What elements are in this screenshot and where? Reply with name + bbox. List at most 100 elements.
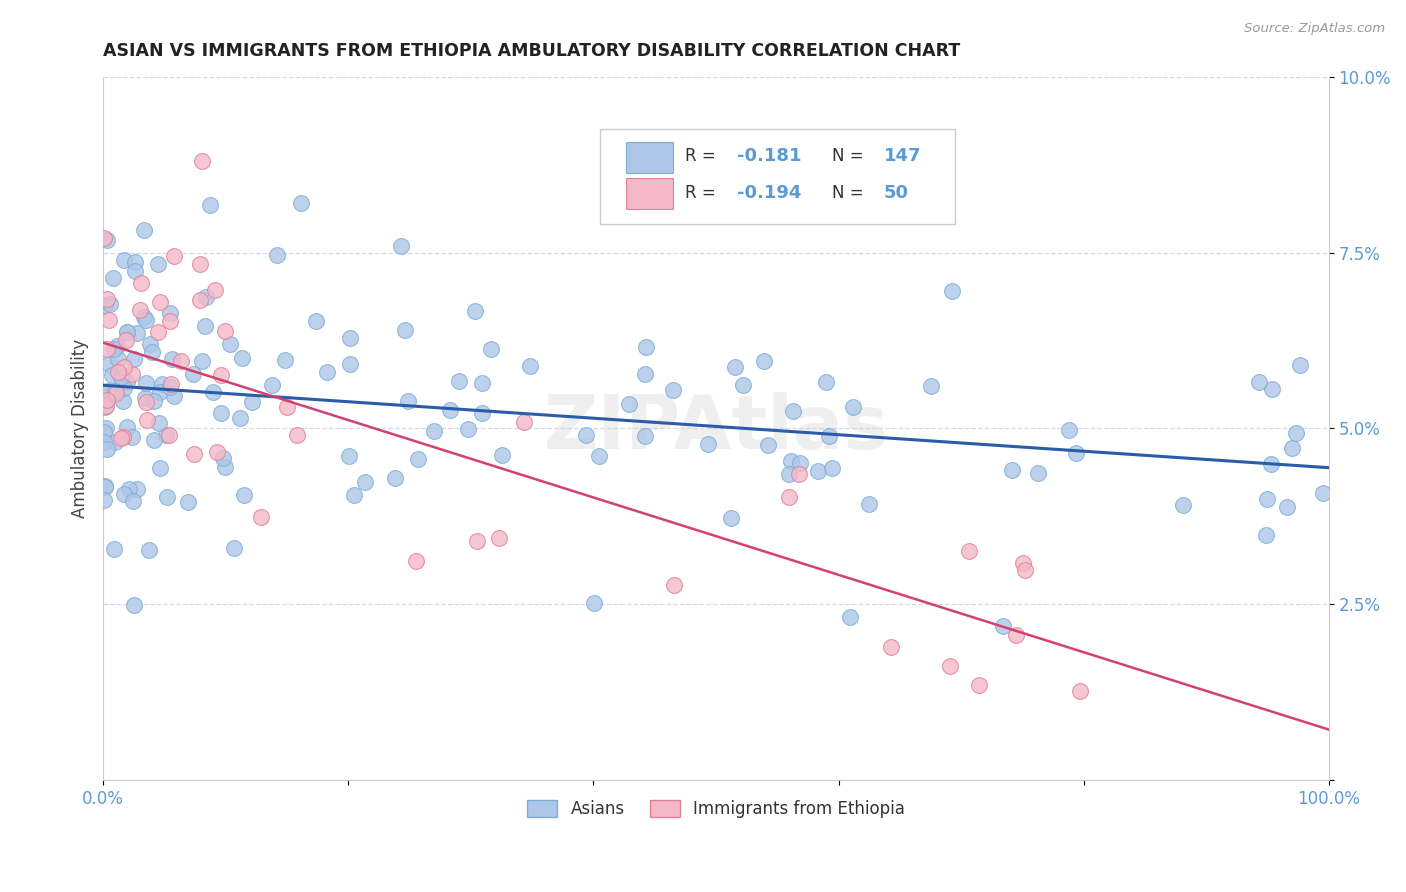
Point — [224, 541, 246, 555]
Point — [214, 324, 236, 338]
Text: N =: N = — [832, 147, 869, 165]
Point — [1069, 684, 1091, 698]
Point — [125, 482, 148, 496]
Point — [112, 252, 135, 267]
Point — [93, 493, 115, 508]
Point — [633, 429, 655, 443]
Point — [756, 438, 779, 452]
Point — [96, 393, 118, 408]
Point — [1014, 563, 1036, 577]
Point — [107, 352, 129, 367]
Point — [779, 454, 801, 468]
Point — [122, 352, 145, 367]
Point — [967, 678, 990, 692]
Point — [191, 354, 214, 368]
Point — [198, 198, 221, 212]
Point — [821, 460, 844, 475]
Point — [724, 360, 747, 375]
Point — [1001, 463, 1024, 477]
Point — [143, 393, 166, 408]
Point — [391, 239, 413, 253]
Point — [1005, 628, 1028, 642]
Point — [778, 490, 800, 504]
Point — [1281, 442, 1303, 456]
Point — [1289, 359, 1312, 373]
Point — [93, 479, 115, 493]
Point — [394, 323, 416, 337]
Point — [276, 401, 298, 415]
Point — [1277, 500, 1299, 514]
Point — [149, 461, 172, 475]
Point — [124, 255, 146, 269]
Point — [143, 434, 166, 448]
Point — [214, 459, 236, 474]
Point — [93, 434, 115, 449]
Point — [619, 396, 641, 410]
Point — [287, 428, 309, 442]
Point — [1285, 425, 1308, 440]
Point — [1066, 446, 1088, 460]
Point — [96, 421, 118, 435]
FancyBboxPatch shape — [627, 142, 673, 173]
Point — [97, 357, 120, 371]
Point — [697, 437, 720, 451]
Point — [125, 326, 148, 341]
Point — [157, 427, 180, 442]
Point — [135, 394, 157, 409]
Point — [103, 342, 125, 356]
Point — [339, 331, 361, 345]
Point — [101, 271, 124, 285]
Point — [731, 377, 754, 392]
Point — [96, 292, 118, 306]
Point — [134, 391, 156, 405]
Point — [842, 401, 865, 415]
Point — [449, 374, 471, 388]
Point — [1256, 528, 1278, 542]
Point — [839, 610, 862, 624]
Point — [141, 344, 163, 359]
Point — [96, 442, 118, 456]
Point — [464, 304, 486, 318]
Point — [101, 368, 124, 383]
Point — [782, 404, 804, 418]
Text: ZIPAtlas: ZIPAtlas — [543, 392, 889, 465]
Point — [96, 393, 118, 408]
Point — [117, 420, 139, 434]
Point — [1012, 557, 1035, 571]
Point — [204, 284, 226, 298]
Point — [720, 511, 742, 525]
Point — [139, 337, 162, 351]
Point — [406, 452, 429, 467]
Point — [384, 471, 406, 485]
Point — [250, 510, 273, 524]
Point — [938, 658, 960, 673]
Point — [209, 368, 232, 382]
Point — [93, 231, 115, 245]
Point — [121, 367, 143, 381]
Point — [150, 376, 173, 391]
Point — [96, 342, 118, 356]
Point — [118, 482, 141, 496]
Point — [661, 384, 683, 398]
Point — [93, 480, 115, 494]
Point — [96, 234, 118, 248]
Point — [94, 400, 117, 414]
Point — [163, 389, 186, 403]
Point — [343, 488, 366, 502]
Point — [104, 386, 127, 401]
Point — [124, 264, 146, 278]
Legend: Asians, Immigrants from Ethiopia: Asians, Immigrants from Ethiopia — [520, 793, 911, 825]
Point — [491, 448, 513, 462]
Point — [129, 277, 152, 291]
Point — [160, 351, 183, 366]
Point — [160, 376, 183, 391]
Point — [818, 429, 841, 443]
Point — [110, 370, 132, 384]
Point — [583, 596, 606, 610]
Point — [305, 314, 328, 328]
Point — [122, 598, 145, 612]
Point — [159, 314, 181, 328]
Point — [132, 223, 155, 237]
Point — [94, 298, 117, 312]
Point — [93, 425, 115, 440]
